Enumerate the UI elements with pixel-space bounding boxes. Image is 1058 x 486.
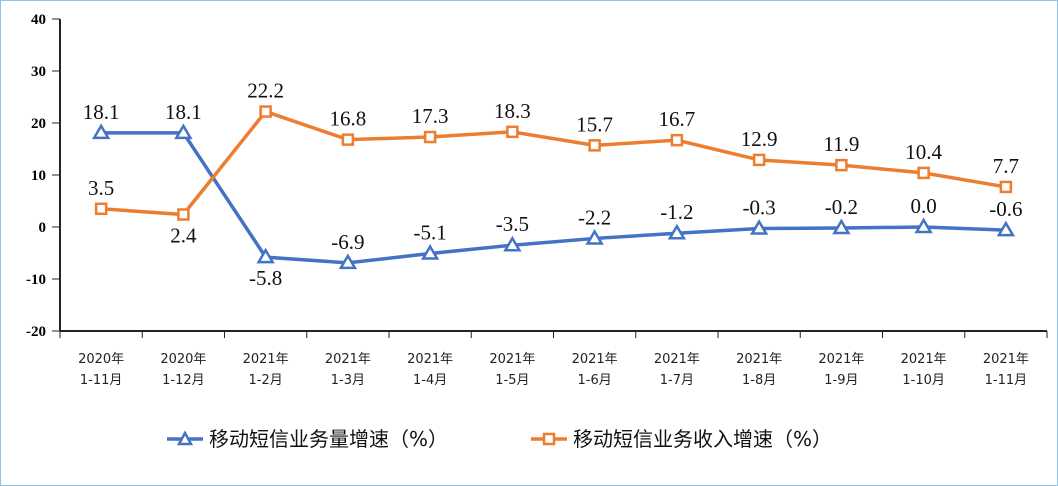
x-tick-label: 2021年 — [407, 352, 453, 367]
data-label: -5.8 — [249, 266, 282, 290]
x-tick-label: 1-10月 — [902, 373, 945, 388]
data-label: 18.1 — [83, 100, 120, 124]
data-label: 7.7 — [993, 154, 1019, 178]
x-tick-label: 2021年 — [818, 352, 864, 367]
data-label: -0.3 — [743, 196, 776, 220]
data-label: -3.5 — [496, 212, 529, 236]
data-label: -6.9 — [331, 230, 364, 254]
data-label: 3.5 — [88, 176, 114, 200]
data-label: -5.1 — [414, 221, 447, 245]
x-tick-label: 1-9月 — [824, 373, 858, 388]
data-point-triangle — [914, 217, 933, 234]
data-label: 22.2 — [247, 79, 284, 103]
data-label: -0.6 — [989, 197, 1022, 221]
x-tick-label: 2021年 — [325, 352, 371, 367]
data-label: -0.2 — [825, 195, 858, 219]
data-label: 17.3 — [412, 104, 449, 128]
data-point-triangle — [832, 218, 851, 235]
x-tick-label: 2021年 — [983, 352, 1029, 367]
x-tick-label: 2020年 — [78, 352, 124, 367]
y-tick-label: 10 — [31, 168, 46, 184]
x-tick-label: 2021年 — [901, 352, 947, 367]
data-point-square — [94, 202, 108, 216]
data-point-triangle — [420, 244, 440, 260]
data-point-square — [835, 158, 848, 172]
data-point-square — [506, 125, 519, 139]
data-point-triangle — [174, 123, 193, 140]
x-tick-label: 1-3月 — [331, 373, 365, 388]
data-label: 0.0 — [911, 194, 937, 218]
x-tick-label: 1-4月 — [413, 373, 447, 388]
data-label: 12.9 — [741, 127, 778, 151]
data-point-square — [917, 166, 930, 180]
data-label: 15.7 — [576, 112, 613, 136]
x-tick-label: 2020年 — [160, 352, 206, 367]
series-line-1 — [101, 109, 1007, 217]
data-point-square — [177, 208, 190, 221]
data-point-square — [259, 105, 272, 118]
data-label: 10.4 — [905, 140, 942, 164]
x-tick-label: 2021年 — [243, 352, 289, 367]
data-label: 18.3 — [494, 99, 531, 123]
y-tick-label: -20 — [26, 324, 46, 340]
y-tick-label: 40 — [31, 12, 46, 28]
data-point-triangle — [91, 123, 111, 140]
data-point-square — [670, 133, 684, 147]
x-tick-label: 2021年 — [654, 352, 700, 367]
data-point-triangle — [667, 223, 687, 240]
data-label: -1.2 — [660, 200, 693, 224]
data-label: 11.9 — [823, 132, 859, 156]
y-tick-label: 20 — [31, 116, 46, 132]
data-label: 16.7 — [659, 107, 696, 131]
data-label: 18.1 — [165, 100, 202, 124]
x-tick-label: 1-6月 — [578, 373, 612, 388]
x-tick-label: 1-12月 — [162, 373, 205, 388]
data-point-square — [999, 180, 1013, 194]
series-line-0 — [101, 131, 1006, 265]
x-tick-label: 1-2月 — [249, 373, 283, 388]
x-tick-label: 2021年 — [572, 352, 618, 367]
y-tick-label: -10 — [26, 272, 46, 288]
data-point-square — [588, 139, 601, 152]
data-point-square — [341, 133, 355, 146]
data-point-square — [423, 130, 437, 144]
x-tick-label: 1-11月 — [80, 373, 123, 388]
x-tick-label: 2021年 — [489, 352, 535, 367]
data-point-triangle — [338, 253, 358, 270]
legend-label: 移动短信业务量增速（%） — [209, 427, 448, 451]
x-tick-label: 1-11月 — [985, 373, 1028, 388]
data-point-triangle — [996, 220, 1016, 237]
data-label: 16.8 — [330, 107, 367, 131]
x-tick-label: 1-5月 — [495, 373, 529, 388]
y-tick-label: 0 — [39, 220, 47, 236]
data-point-square — [752, 153, 766, 167]
x-tick-label: 1-7月 — [660, 373, 694, 388]
data-label: -2.2 — [578, 205, 611, 229]
data-point-triangle — [585, 228, 604, 245]
x-tick-label: 1-8月 — [742, 373, 776, 388]
legend-triangle-icon — [176, 430, 194, 446]
x-tick-label: 2021年 — [736, 352, 782, 367]
data-label: 2.4 — [170, 224, 197, 248]
legend-label: 移动短信业务收入增速（%） — [573, 427, 832, 451]
data-point-triangle — [503, 235, 522, 252]
y-tick-label: 30 — [31, 64, 46, 80]
data-point-triangle — [256, 247, 275, 264]
legend-square-icon — [542, 432, 556, 446]
data-point-triangle — [749, 219, 769, 235]
